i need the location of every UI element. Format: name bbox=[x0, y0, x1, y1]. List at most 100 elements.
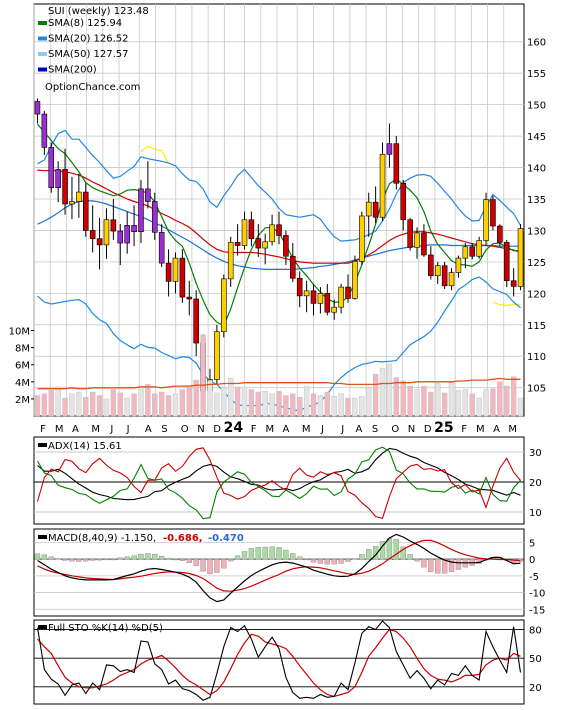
volume-bar bbox=[255, 391, 261, 417]
macd-histogram-bar bbox=[234, 555, 241, 560]
volume-bar bbox=[435, 383, 441, 417]
volume-bar bbox=[262, 391, 268, 417]
candle-body bbox=[69, 201, 75, 205]
sto-title: Full STO %K(14) %D(5) bbox=[48, 623, 163, 634]
candle-body bbox=[179, 257, 186, 298]
x-axis: F M A M J J A S O N D 24 F M A M J J A S O N D 25 F M A M bbox=[40, 420, 517, 436]
macd-histogram-bar bbox=[297, 556, 303, 560]
candle-body bbox=[476, 240, 482, 257]
macd-histogram-bar bbox=[76, 558, 82, 562]
macd-histogram-bar bbox=[193, 558, 199, 567]
candle-body bbox=[469, 246, 476, 257]
volume-bar bbox=[510, 376, 517, 417]
candle-body bbox=[172, 257, 179, 282]
price-tick-label: 155 bbox=[527, 69, 546, 80]
adx-panel-frame bbox=[33, 436, 525, 525]
candle-body bbox=[448, 272, 455, 287]
candle-body bbox=[96, 238, 103, 246]
volume-bar bbox=[241, 386, 248, 417]
macd-histogram-bar bbox=[276, 547, 282, 560]
macd-tick-label: 0 bbox=[529, 555, 535, 566]
macd-histogram-bar bbox=[117, 557, 123, 560]
candle-body bbox=[158, 232, 165, 264]
x-tick-label: F bbox=[461, 424, 467, 435]
macd-histogram-bar bbox=[386, 538, 393, 560]
macd-histogram-bar bbox=[407, 554, 413, 560]
macd-histogram-bar bbox=[103, 558, 110, 561]
volume-bar bbox=[379, 367, 386, 417]
candle-body bbox=[165, 262, 172, 282]
candle-body bbox=[421, 232, 427, 256]
candle-body bbox=[324, 293, 331, 313]
volume-bar bbox=[221, 387, 227, 417]
adx-panel: 10 20 30 ADX(14) 15.61 bbox=[33, 436, 542, 525]
candle-body bbox=[359, 215, 365, 262]
macd-histogram-bar bbox=[131, 555, 137, 560]
candle-body bbox=[103, 219, 110, 246]
macd-histogram-bar bbox=[62, 558, 68, 561]
candle-body bbox=[193, 298, 199, 344]
candle-body bbox=[34, 101, 41, 115]
volume-bar bbox=[455, 390, 462, 417]
macd-histogram-bar bbox=[83, 558, 89, 562]
volume-bar bbox=[172, 393, 179, 417]
volume-bar bbox=[448, 382, 455, 417]
volume-bar bbox=[89, 391, 96, 417]
x-tick-label: A bbox=[72, 424, 79, 435]
price-tick-label: 150 bbox=[527, 101, 546, 112]
volume-bar bbox=[421, 385, 427, 417]
candle-body bbox=[428, 254, 434, 277]
x-tick-label: O bbox=[181, 424, 189, 435]
candle-body bbox=[117, 230, 124, 244]
x-tick-label: F bbox=[40, 424, 46, 435]
candle-body bbox=[441, 265, 448, 287]
macd-signal-value: -0.686, bbox=[163, 533, 203, 544]
x-tick-label: 25 bbox=[434, 420, 453, 436]
candle-body bbox=[490, 199, 496, 227]
macd-histogram-bar bbox=[172, 558, 179, 561]
volume-bar bbox=[103, 398, 110, 417]
adx-series-line bbox=[36, 447, 521, 519]
price-tick-label: 105 bbox=[527, 384, 546, 395]
x-tick-label: J bbox=[126, 424, 130, 435]
volume-bar bbox=[131, 393, 137, 417]
volume-bar bbox=[462, 389, 469, 417]
volume-bar bbox=[283, 395, 289, 417]
candle-body bbox=[234, 242, 241, 246]
volume-bar bbox=[497, 381, 503, 417]
candle-body bbox=[296, 277, 303, 297]
volume-bar bbox=[214, 392, 220, 417]
volume-bar bbox=[269, 393, 275, 417]
macd-title: MACD(8,40,9) -1.150, bbox=[48, 533, 156, 544]
volume-bar bbox=[276, 391, 282, 417]
macd-histogram-bar bbox=[428, 558, 434, 573]
candle-body bbox=[76, 191, 82, 202]
macd-histogram-bar bbox=[317, 558, 324, 564]
x-tick-label: J bbox=[109, 424, 113, 435]
candle-body bbox=[227, 242, 234, 280]
candle-body bbox=[89, 230, 96, 239]
macd-histogram-bar bbox=[400, 546, 406, 560]
candle-body bbox=[517, 228, 524, 287]
candle-body bbox=[151, 201, 158, 233]
macd-histogram-bar bbox=[152, 553, 158, 560]
volume-bar bbox=[359, 396, 365, 417]
macd-histogram-bar bbox=[207, 558, 213, 575]
volume-tick-label: 6M bbox=[15, 361, 30, 372]
volume-bar bbox=[228, 378, 234, 417]
volume-bar bbox=[193, 379, 199, 417]
macd-histogram-bar bbox=[435, 558, 441, 574]
volume-bar bbox=[324, 391, 330, 417]
volume-tick-label: 8M bbox=[15, 344, 30, 355]
macd-histogram-bar bbox=[441, 558, 448, 574]
volume-bar bbox=[469, 393, 475, 417]
candle-body bbox=[131, 225, 137, 233]
candle-body bbox=[221, 278, 227, 333]
chart-title: SUI (weekly) 123.48 bbox=[48, 6, 149, 17]
macd-histogram-bar bbox=[214, 558, 220, 573]
x-tick-label: N bbox=[197, 424, 204, 435]
volume-bar bbox=[186, 385, 192, 417]
legend-swatch bbox=[38, 67, 47, 72]
candle-body bbox=[255, 238, 262, 249]
volume-bar bbox=[372, 373, 379, 417]
